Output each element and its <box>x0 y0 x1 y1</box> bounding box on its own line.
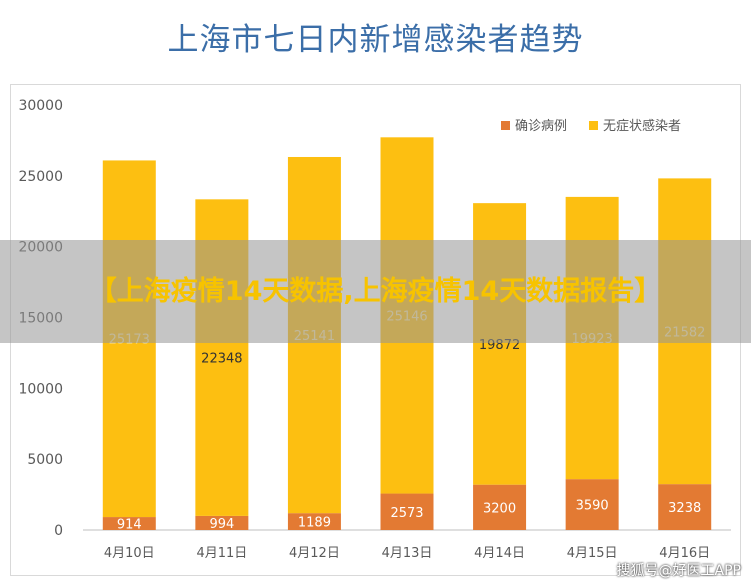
x-tick-label: 4月15日 <box>567 546 618 561</box>
x-tick-label: 4月13日 <box>382 546 433 561</box>
bar-confirmed <box>380 493 434 530</box>
headline-text: 【上海疫情14天数据,上海疫情14天数据报告】 <box>89 275 662 307</box>
bar-data-label: 914 <box>117 518 142 533</box>
x-tick-label: 4月16日 <box>659 546 710 561</box>
source-watermark: 搜狐号@好医工APP <box>616 563 741 579</box>
y-tick-label: 30000 <box>18 98 63 114</box>
headline-banner: 【上海疫情14天数据,上海疫情14天数据报告】 <box>0 240 751 343</box>
bar-confirmed <box>658 484 712 530</box>
bar-confirmed <box>195 515 249 530</box>
bar-data-label: 3200 <box>483 501 516 516</box>
bar-confirmed <box>102 517 156 530</box>
x-tick-label: 4月10日 <box>104 546 155 561</box>
bar-data-label: 22348 <box>201 352 242 367</box>
x-tick-label: 4月11日 <box>196 546 247 561</box>
bar-data-label: 3238 <box>668 501 701 516</box>
y-tick-label: 10000 <box>18 381 63 397</box>
legend-label: 无症状感染者 <box>603 118 681 134</box>
legend-label: 确诊病例 <box>515 119 567 134</box>
y-tick-label: 0 <box>54 523 63 539</box>
x-tick-label: 4月12日 <box>289 546 340 561</box>
bar-confirmed <box>287 513 341 530</box>
legend-swatch <box>589 121 598 130</box>
y-tick-label: 25000 <box>18 169 63 185</box>
bar-data-label: 994 <box>209 517 234 532</box>
y-tick-label: 5000 <box>27 452 63 468</box>
legend-swatch <box>501 121 510 130</box>
bar-data-label: 3590 <box>576 499 609 514</box>
chart-title: 上海市七日内新增感染者趋势 <box>167 22 584 58</box>
x-tick-label: 4月14日 <box>474 546 525 561</box>
bar-data-label: 1189 <box>298 516 331 531</box>
bar-data-label: 2573 <box>390 506 423 521</box>
bar-confirmed <box>473 484 527 530</box>
bar-confirmed <box>565 479 619 530</box>
